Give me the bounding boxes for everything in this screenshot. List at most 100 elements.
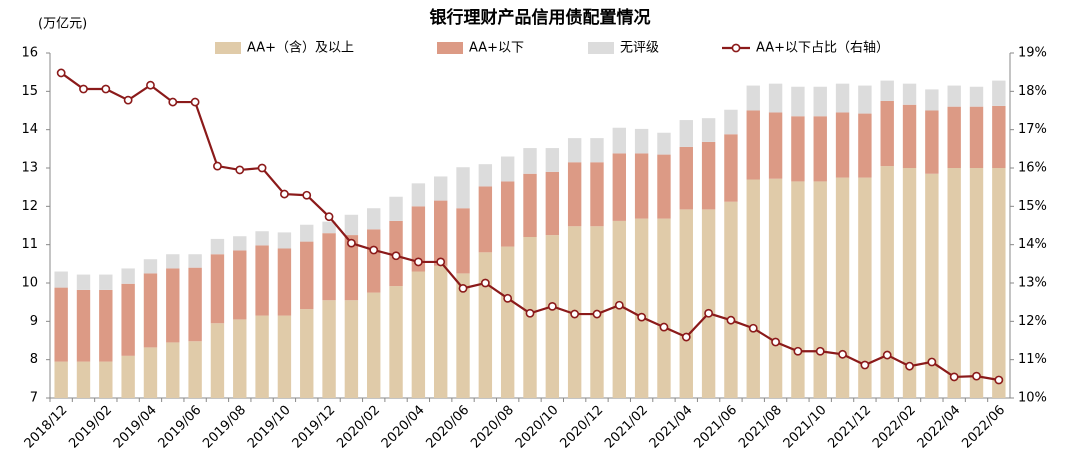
bar-segment <box>434 200 448 266</box>
bar-segment <box>121 268 135 284</box>
bar-segment <box>500 156 515 182</box>
bar-segment <box>657 132 671 155</box>
y-axis-label: (万亿元) <box>38 17 87 32</box>
y-tick-label: 13 <box>21 161 38 176</box>
bar-segment <box>367 208 381 230</box>
bar-segment <box>657 218 671 398</box>
line-marker <box>168 97 178 107</box>
bar-segment <box>813 181 827 398</box>
y2-tick-label: 16% <box>1018 161 1047 176</box>
bar-segment <box>456 167 470 209</box>
x-tick-label: 2019/12 <box>290 403 339 452</box>
y2-tick-label: 17% <box>1018 122 1047 137</box>
bar-segment <box>255 245 269 316</box>
legend-swatch <box>215 42 241 54</box>
line-marker <box>927 357 937 367</box>
line-marker <box>882 350 892 360</box>
bar-segment <box>434 265 448 398</box>
bar-segment <box>768 112 783 179</box>
line-marker <box>771 337 780 347</box>
bar-segment <box>500 181 515 247</box>
bar-segment <box>277 232 292 249</box>
line-marker <box>458 283 468 293</box>
bar-segment <box>54 271 68 288</box>
line-marker <box>235 165 245 175</box>
bar-segment <box>768 178 783 398</box>
bar-segment <box>925 89 939 111</box>
bar-segment <box>545 235 560 398</box>
bar-segment <box>210 254 225 324</box>
y2-tick-label: 15% <box>1018 199 1047 214</box>
line-marker <box>681 332 691 342</box>
bar-segment <box>545 148 560 172</box>
bar-segment <box>969 106 984 168</box>
bar-segment <box>992 105 1006 168</box>
bar-segment <box>835 112 850 178</box>
legend-label: AA+以下 <box>469 41 524 56</box>
bar-segment <box>76 274 91 290</box>
line-marker <box>659 322 669 332</box>
x-tick-label: 2021/08 <box>736 403 785 452</box>
bar-segment <box>54 361 68 398</box>
legend-label: 无评级 <box>620 41 659 56</box>
x-tick-label: 2021/06 <box>691 403 740 452</box>
bar-segment <box>367 229 381 293</box>
bar-segment <box>902 104 917 168</box>
bar-segment <box>679 209 693 398</box>
bar-segment <box>456 208 470 274</box>
bar-segment <box>344 300 359 398</box>
bar-segment <box>367 292 381 398</box>
bar-segment <box>992 80 1006 106</box>
line-marker <box>592 309 602 319</box>
line-marker <box>972 371 981 381</box>
bar-segment <box>590 162 604 227</box>
bar-segment <box>411 271 426 398</box>
bar-segment <box>54 287 68 362</box>
bar-segment <box>300 224 314 242</box>
bar-segment <box>925 173 939 398</box>
bar-segment <box>523 173 537 237</box>
bar-segment <box>456 273 470 398</box>
bar-segment <box>679 120 693 147</box>
bar-segment <box>791 86 805 117</box>
bar-segment <box>255 315 269 398</box>
bar-segment <box>590 138 604 163</box>
line-marker <box>815 346 825 356</box>
line-marker <box>213 161 222 171</box>
legend-label: AA+以下占比（右轴） <box>756 41 889 56</box>
line-marker <box>480 278 490 288</box>
line-marker <box>637 312 647 322</box>
bar-segment <box>724 134 738 202</box>
line-marker <box>123 95 133 105</box>
bar-segment <box>701 118 716 142</box>
legend-swatch <box>588 42 614 54</box>
line-marker <box>346 238 356 248</box>
x-tick-label: 2020/12 <box>557 403 606 452</box>
y-tick-label: 16 <box>21 46 38 61</box>
legend-label: AA+（含）及以上 <box>247 40 354 56</box>
line-marker <box>190 97 200 107</box>
bar-segment <box>188 254 202 268</box>
y2-tick-label: 18% <box>1018 84 1047 99</box>
x-tick-label: 2020/04 <box>379 403 428 452</box>
bar-segment <box>300 241 314 310</box>
x-tick-label: 2021/12 <box>825 403 874 452</box>
x-tick-label: 2020/06 <box>424 403 473 452</box>
bar-segment <box>143 273 158 348</box>
y-tick-label: 10 <box>21 276 38 291</box>
bar-segment <box>411 206 426 272</box>
bar-segment <box>858 85 872 114</box>
bar-segment <box>344 214 359 236</box>
x-tick-label: 2019/08 <box>200 403 249 452</box>
bar-segment <box>121 283 135 356</box>
x-tick-label: 2019/10 <box>245 403 294 452</box>
line-marker <box>860 360 870 370</box>
line-marker <box>56 68 66 78</box>
line-marker <box>280 189 289 199</box>
y2-tick-label: 19% <box>1018 46 1047 61</box>
x-tick-label: 2022/04 <box>915 403 964 452</box>
bar-segment <box>478 164 493 187</box>
bar-segment <box>880 166 894 398</box>
bar-segment <box>166 254 180 269</box>
